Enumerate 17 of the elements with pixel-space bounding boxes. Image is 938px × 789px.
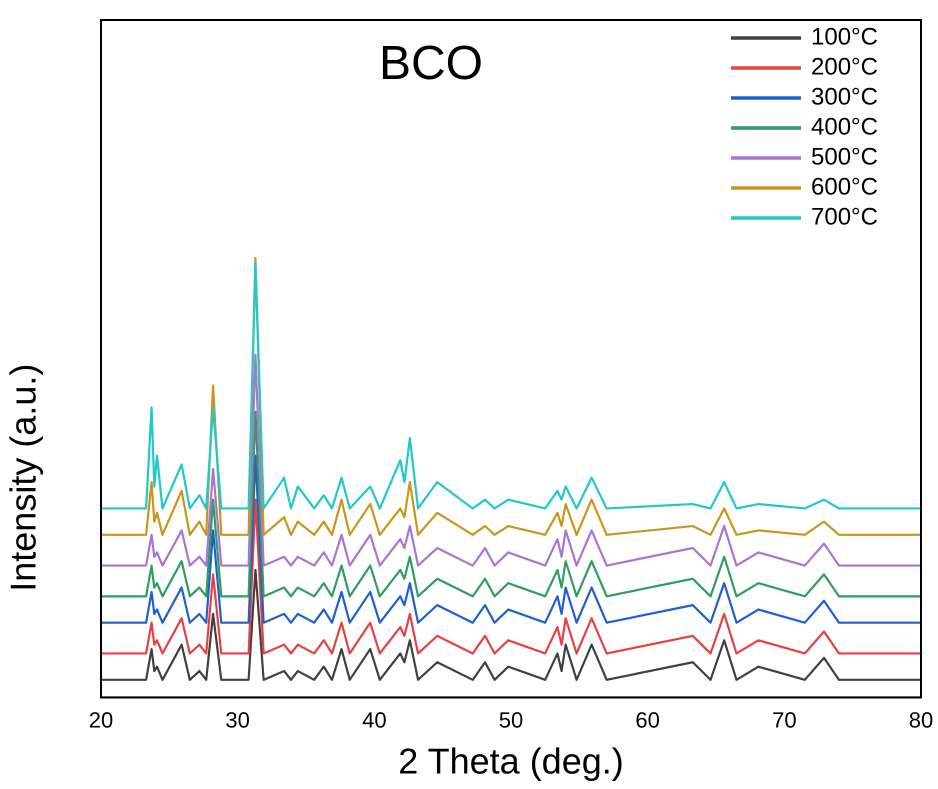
legend-label: 700°C: [811, 204, 878, 231]
legend-label: 600°C: [811, 174, 878, 201]
x-tick-label: 60: [635, 708, 660, 733]
legend-label: 300°C: [811, 84, 878, 111]
legend-label: 100°C: [811, 24, 878, 51]
chart-title: BCO: [378, 37, 484, 90]
y-axis-title: Intensity (a.u.): [2, 364, 44, 592]
x-tick-label: 80: [908, 708, 934, 733]
x-tick-label: 30: [225, 708, 250, 733]
x-axis-title: 2 Theta (deg.): [398, 740, 624, 782]
legend-label: 500°C: [811, 144, 878, 171]
legend-label: 400°C: [811, 114, 878, 141]
x-tick-label: 20: [88, 708, 114, 733]
x-tick-label: 40: [362, 708, 387, 733]
x-tick-label: 70: [772, 708, 797, 733]
x-tick-label: 50: [498, 708, 524, 733]
legend-label: 200°C: [811, 54, 878, 81]
